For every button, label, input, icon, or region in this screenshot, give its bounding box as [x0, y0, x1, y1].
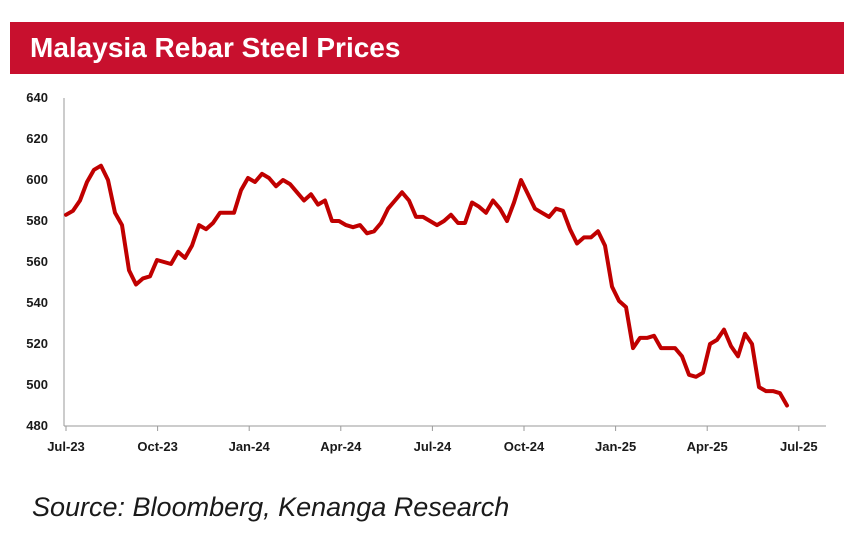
x-tick-label: Apr-24	[320, 439, 362, 454]
chart-title: Malaysia Rebar Steel Prices	[30, 32, 401, 63]
y-tick-label: 560	[26, 254, 48, 269]
y-tick-label: 580	[26, 213, 48, 228]
y-tick-label: 540	[26, 295, 48, 310]
x-axis-labels: Jul-23 Oct-23 Jan-24 Apr-24 Jul-24 Oct-24 Jan-…	[47, 439, 817, 454]
line-chart: 480 500 520 540 560 580 600 620 640 Jul-23 Oct-23…	[26, 90, 826, 454]
y-tick-label: 480	[26, 418, 48, 433]
y-tick-label: 600	[26, 172, 48, 187]
title-bar: Malaysia Rebar Steel Prices	[10, 22, 844, 74]
chart-axes	[63, 98, 826, 431]
x-tick-label: Jul-24	[414, 439, 452, 454]
x-tick-label: Oct-23	[137, 439, 177, 454]
y-axis-labels: 480 500 520 540 560 580 600 620 640	[26, 90, 48, 433]
source-note: Source: Bloomberg, Kenanga Research	[32, 492, 510, 522]
x-tick-label: Oct-24	[504, 439, 545, 454]
x-tick-label: Jan-24	[229, 439, 271, 454]
data-series	[64, 163, 789, 408]
series-line	[64, 163, 789, 408]
y-tick-label: 620	[26, 131, 48, 146]
y-tick-label: 500	[26, 377, 48, 392]
x-tick-label: Apr-25	[687, 439, 728, 454]
x-tick-label: Jul-23	[47, 439, 85, 454]
x-tick-label: Jul-25	[780, 439, 818, 454]
x-tick-label: Jan-25	[595, 439, 636, 454]
y-tick-label: 640	[26, 90, 48, 105]
y-tick-label: 520	[26, 336, 48, 351]
